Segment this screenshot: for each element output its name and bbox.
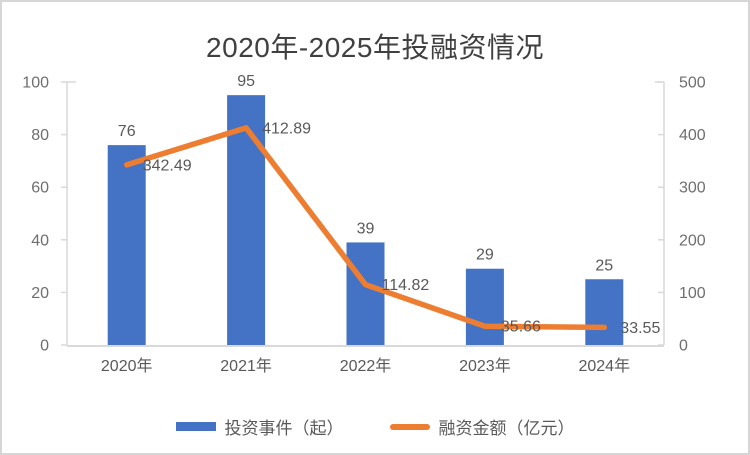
bar-data-label: 29 <box>476 247 494 264</box>
bar-2021年 <box>227 95 266 346</box>
line-series-swatch <box>389 423 430 430</box>
x-axis-category-label: 2021年 <box>220 357 272 375</box>
right-axis-tick-label: 100 <box>679 285 706 302</box>
line-data-label: 35.66 <box>501 319 541 336</box>
left-axis-tick-label: 60 <box>31 180 49 197</box>
right-axis-tick-label: 0 <box>679 338 688 355</box>
line-series-label: 融资金额（亿元） <box>438 419 575 438</box>
right-axis-tick-label: 500 <box>679 75 706 92</box>
bar-series-label: 投资事件（起） <box>224 419 344 438</box>
bar-2020年 <box>107 145 146 345</box>
left-axis-tick-label: 20 <box>31 285 49 302</box>
bar-data-label: 76 <box>118 123 136 140</box>
left-axis-tick-label: 40 <box>31 232 49 249</box>
line-data-label: 412.89 <box>262 120 311 137</box>
x-axis-category-label: 2023年 <box>459 357 511 375</box>
legend-item-bar-series: 投资事件（起） <box>175 414 344 439</box>
bar-series-swatch <box>175 422 216 431</box>
bar-2022年 <box>346 242 385 345</box>
right-axis-tick-label: 200 <box>679 232 706 249</box>
x-axis-category-label: 2024年 <box>578 357 630 375</box>
x-axis-category-label: 2020年 <box>101 357 153 375</box>
line-data-label: 33.55 <box>620 320 660 337</box>
line-data-label: 114.82 <box>382 277 430 294</box>
bar-data-label: 25 <box>595 257 613 274</box>
left-axis-tick-label: 0 <box>40 338 49 355</box>
left-axis-tick-label: 80 <box>31 127 49 144</box>
x-axis-category-label: 2022年 <box>340 357 392 375</box>
right-axis-tick-label: 300 <box>679 180 706 197</box>
legend: 投资事件（起） 融资金额（亿元） <box>2 414 748 439</box>
bar-2024年 <box>585 279 624 345</box>
funding-line <box>123 125 608 331</box>
line-data-label: 342.49 <box>143 157 192 174</box>
chart-title: 2020年-2025年投融资情况 <box>206 32 544 63</box>
left-axis-tick-label: 100 <box>22 75 49 92</box>
bar-data-label: 95 <box>237 73 255 90</box>
bar-2023年 <box>465 268 504 345</box>
right-axis-tick-label: 400 <box>679 127 706 144</box>
legend-item-line-series: 融资金额（亿元） <box>389 414 575 439</box>
bar-data-label: 39 <box>357 220 375 237</box>
